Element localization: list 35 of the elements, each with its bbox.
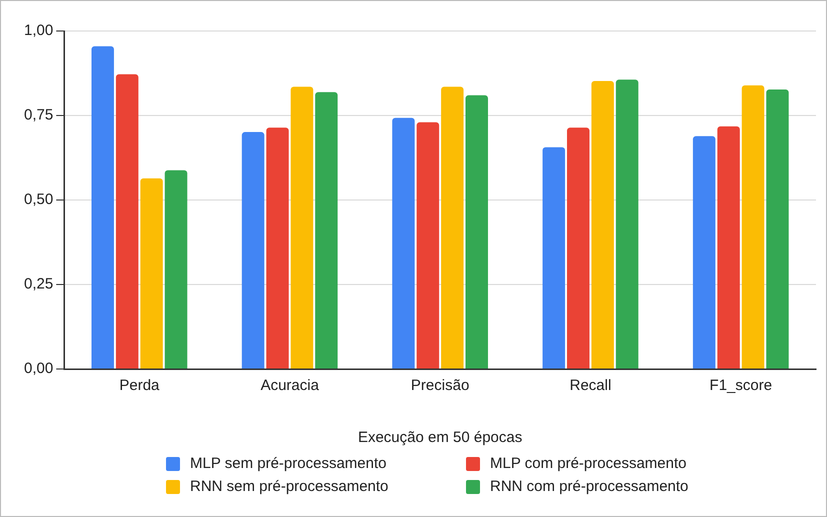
x-tick-label: Recall [570, 377, 612, 394]
legend-label: MLP sem pré-processamento [190, 455, 386, 472]
bar [416, 122, 440, 368]
y-tick-label: 1,00 [24, 22, 54, 40]
bar [616, 80, 638, 368]
bar [164, 170, 188, 368]
bar [466, 95, 488, 368]
y-tick-label: 0,50 [24, 191, 54, 208]
bar [242, 132, 264, 368]
bar [116, 74, 138, 368]
x-tick-label: Perda [119, 377, 160, 394]
y-tick-label: 0,25 [24, 276, 54, 293]
bar [290, 86, 314, 368]
y-tick-label: 0,75 [24, 106, 54, 124]
bar [742, 85, 764, 368]
legend-label: MLP com pré-processamento [490, 455, 686, 472]
bar [567, 128, 590, 368]
x-tick-label: Acuracia [260, 377, 320, 394]
legend-label: RNN sem pré-processamento [190, 478, 388, 495]
bar [91, 46, 114, 368]
y-tick-label: 0,00 [24, 360, 54, 378]
bar [717, 126, 740, 368]
bar [692, 136, 716, 368]
bar [392, 118, 415, 368]
x-axis-title: Execução em 50 épocas [358, 429, 522, 446]
x-tick-label: F1_score [710, 377, 772, 394]
legend-label: RNN com pré-processamento [490, 478, 688, 495]
x-tick-label: Precisão [410, 377, 470, 394]
bar [591, 81, 614, 368]
bar [315, 92, 338, 368]
bar [542, 147, 566, 368]
bar [766, 89, 789, 368]
bar [266, 128, 289, 368]
bar [441, 86, 464, 368]
bar [140, 178, 163, 368]
